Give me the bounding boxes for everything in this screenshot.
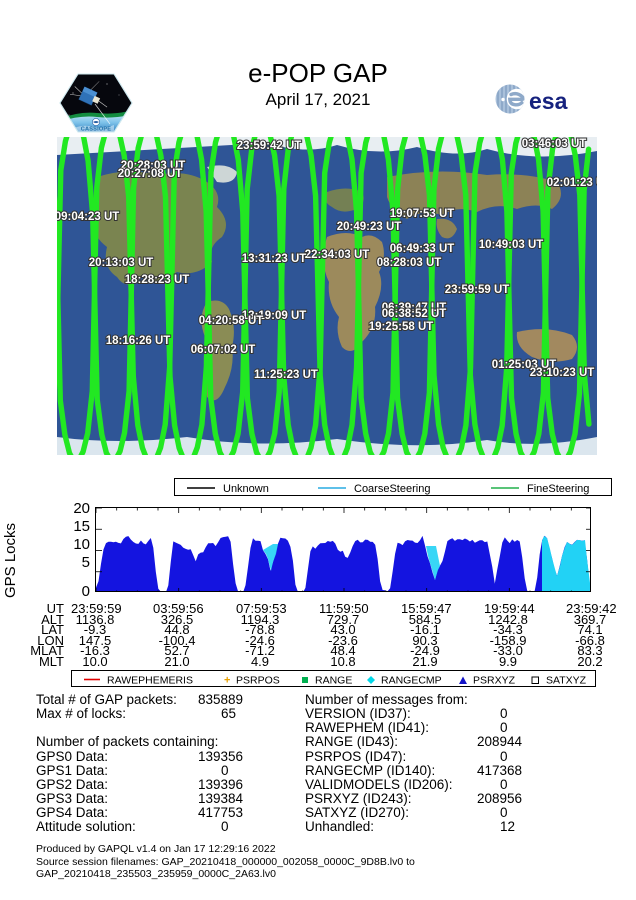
svg-text:13:31:23 UT: 13:31:23 UT <box>242 253 307 265</box>
svg-text:FineSteering: FineSteering <box>527 483 589 495</box>
svg-text:CoarseSteering: CoarseSteering <box>354 483 430 495</box>
svg-text:23:59:42 UT: 23:59:42 UT <box>237 140 302 152</box>
svg-text:04:20:58 UT: 04:20:58 UT <box>199 315 264 327</box>
svg-text:CASSIOPE: CASSIOPE <box>81 127 112 133</box>
svg-text:06:38:52 UT: 06:38:52 UT <box>382 308 447 320</box>
svg-text:10:49:03 UT: 10:49:03 UT <box>479 239 544 251</box>
svg-text:20:13:03 UT: 20:13:03 UT <box>89 257 154 269</box>
svg-text:RAWEPHEMERIS: RAWEPHEMERIS <box>107 675 193 687</box>
svg-text:18:28:23 UT: 18:28:23 UT <box>125 274 190 286</box>
svg-text:06:49:33 UT: 06:49:33 UT <box>390 243 455 255</box>
svg-text:23:59:59 UT: 23:59:59 UT <box>445 284 510 296</box>
svg-text:+: + <box>224 675 230 687</box>
svg-text:PSRXYZ: PSRXYZ <box>473 675 516 687</box>
svg-text:19:25:58 UT: 19:25:58 UT <box>369 321 434 333</box>
svg-text:08:28:03 UT: 08:28:03 UT <box>377 257 442 269</box>
svg-text:PSRPOS: PSRPOS <box>236 675 280 687</box>
svg-text:SATXYZ: SATXYZ <box>546 675 587 687</box>
svg-text:RANGE: RANGE <box>315 675 352 687</box>
svg-text:09:04:23 UT: 09:04:23 UT <box>57 211 119 223</box>
svg-text:11:25:23 UT: 11:25:23 UT <box>254 369 318 381</box>
svg-text:06:07:02 UT: 06:07:02 UT <box>191 344 256 356</box>
svg-text:20:49:23 UT: 20:49:23 UT <box>337 221 402 233</box>
svg-text:Unknown: Unknown <box>223 483 269 495</box>
svg-text:22:34:03 UT: 22:34:03 UT <box>305 249 370 261</box>
svg-text:18:16:26 UT: 18:16:26 UT <box>106 335 171 347</box>
svg-text:20:27:08 UT: 20:27:08 UT <box>118 168 183 180</box>
svg-text:19:07:53 UT: 19:07:53 UT <box>390 208 455 220</box>
svg-text:02:01:23 UT: 02:01:23 UT <box>547 177 597 189</box>
svg-text:03:46:03 UT: 03:46:03 UT <box>522 138 587 150</box>
svg-text:23:10:23 UT: 23:10:23 UT <box>530 367 595 379</box>
svg-text:RANGECMP: RANGECMP <box>381 675 442 687</box>
